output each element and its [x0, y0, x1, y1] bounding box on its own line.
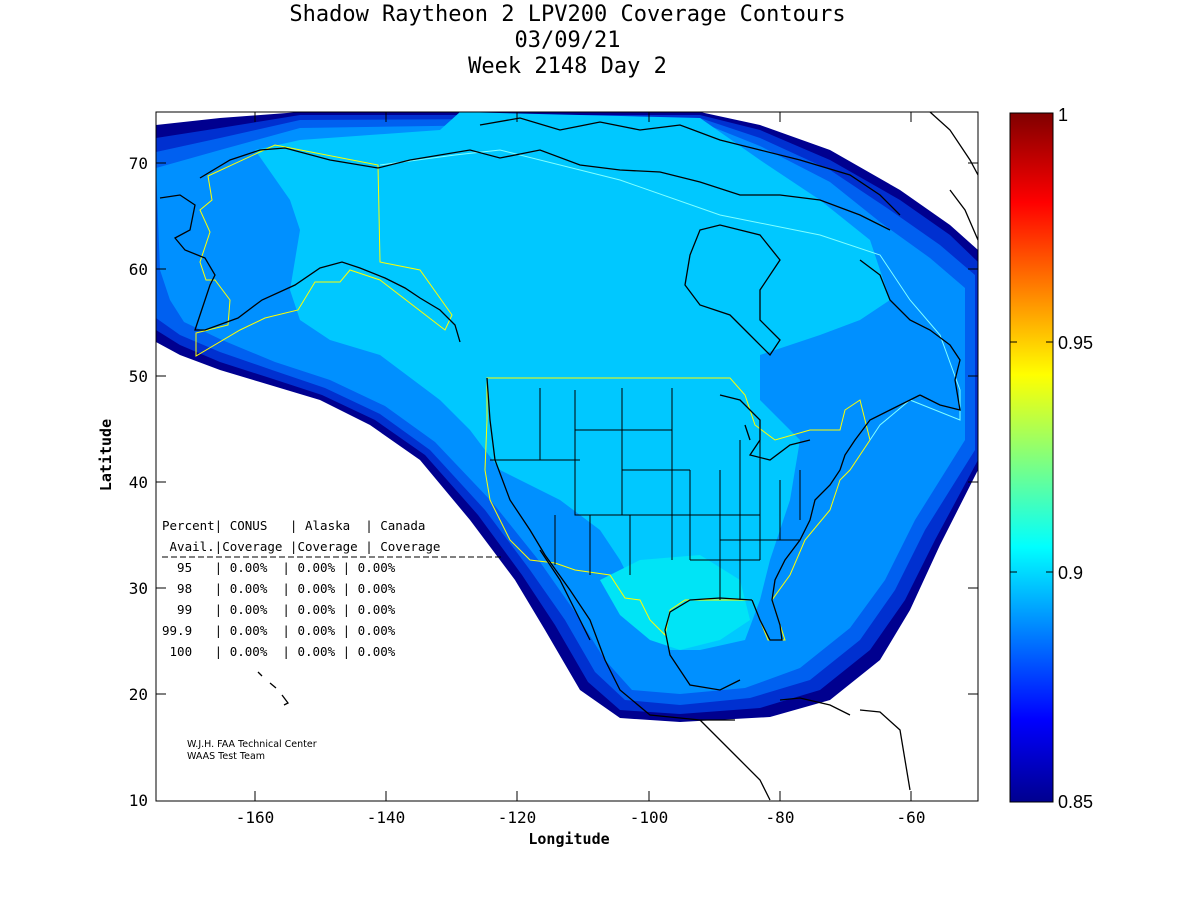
credit-line-1: W.J.H. FAA Technical Center: [187, 739, 317, 750]
coverage-contours: [156, 112, 978, 801]
greenland: [929, 112, 978, 241]
gulf-coast: [664, 597, 753, 691]
colorbar-label: 0.95: [1058, 333, 1093, 353]
x-tick-label: -60: [897, 808, 926, 827]
hawaii-islands: [257, 671, 289, 706]
alaska-boundary: [195, 144, 453, 357]
central-america: [699, 719, 771, 801]
x-tick-label: -100: [630, 808, 669, 827]
y-axis-title: Latitude: [97, 419, 115, 491]
x-tick-label: -120: [498, 808, 537, 827]
state-borders: [490, 388, 801, 600]
hudson-bay: [684, 224, 781, 357]
table-row: 100 | 0.00% | 0.00% | 0.00%: [162, 644, 396, 659]
y-tick-label: 50: [129, 367, 148, 386]
x-tick-label: -160: [236, 808, 275, 827]
chart-week-day: Week 2148 Day 2: [468, 54, 667, 79]
y-tick-label: 30: [129, 579, 148, 598]
table-row: 95 | 0.00% | 0.00% | 0.00%: [162, 560, 396, 575]
credit-line-2: WAAS Test Team: [187, 751, 265, 762]
x-tick-label: -140: [367, 808, 406, 827]
colorbar-label-min: 0.85: [1058, 792, 1093, 812]
table-row: 98 | 0.00% | 0.00% | 0.00%: [162, 581, 396, 596]
chart-date: 03/09/21: [514, 28, 621, 53]
chart-title: Shadow Raytheon 2 LPV200 Coverage Contou…: [289, 2, 846, 27]
colorbar-label-max: 1: [1058, 105, 1068, 125]
canada-arctic-coast: [377, 149, 891, 231]
x-axis: -160 -140 -120 -100 -80 -60 Longitude: [236, 112, 926, 848]
y-tick-label: 60: [129, 260, 148, 279]
table-row: 99 | 0.00% | 0.00% | 0.00%: [162, 602, 396, 617]
colorbar: 1 0.95 0.9 0.85: [1009, 105, 1093, 812]
y-axis: 70 60 50 40 30 20 10 Latitude: [97, 154, 978, 810]
y-tick-label: 70: [129, 154, 148, 173]
cuba: [779, 697, 851, 716]
colorbar-label: 0.9: [1058, 563, 1083, 583]
colorbar-gradient: [1009, 112, 1054, 803]
table-header-row-1: Percent| CONUS | Alaska | Canada: [162, 518, 425, 533]
x-tick-label: -80: [766, 808, 795, 827]
labrador-coast: [859, 259, 961, 411]
caribbean-islands: [859, 709, 911, 791]
y-tick-label: 40: [129, 473, 148, 492]
coastlines: [159, 112, 978, 801]
baja-peninsula: [539, 549, 591, 641]
plot-frame: [155, 111, 979, 802]
y-tick-label: 10: [129, 791, 148, 810]
x-axis-title: Longitude: [528, 830, 609, 848]
y-tick-label: 20: [129, 685, 148, 704]
coverage-table: Percent| CONUS | Alaska | Canada Avail.|…: [162, 518, 502, 659]
alaska-coast: [159, 194, 461, 343]
great-lakes: [719, 394, 811, 461]
canada-boundary: [379, 149, 961, 441]
alaska-arctic-coast: [199, 147, 379, 179]
table-row: 99.9 | 0.00% | 0.00% | 0.00%: [162, 623, 396, 638]
contour-level-5: [600, 555, 750, 650]
east-coast: [751, 394, 921, 641]
table-header-row-2: Avail.|Coverage |Coverage | Coverage: [162, 539, 440, 554]
arctic-islands: [479, 117, 901, 216]
